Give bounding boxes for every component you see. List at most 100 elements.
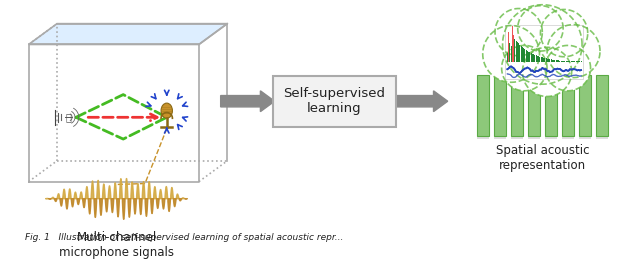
Bar — [548, 59, 549, 62]
Bar — [579, 135, 591, 139]
Bar — [477, 135, 489, 139]
Bar — [563, 61, 564, 62]
Bar — [578, 61, 579, 62]
Bar — [573, 61, 574, 62]
Bar — [571, 61, 572, 62]
Bar — [493, 135, 506, 139]
Bar — [558, 61, 559, 62]
Bar — [577, 61, 578, 62]
Bar — [564, 61, 565, 62]
Circle shape — [502, 5, 582, 84]
Bar — [513, 35, 514, 62]
Bar — [550, 59, 552, 62]
Bar — [509, 43, 510, 62]
Bar — [556, 60, 557, 62]
Circle shape — [495, 8, 542, 56]
Bar — [574, 61, 575, 62]
Bar — [567, 61, 568, 62]
FancyBboxPatch shape — [527, 75, 540, 136]
Bar — [517, 42, 518, 62]
Bar — [537, 56, 538, 62]
Bar — [548, 59, 549, 62]
Bar — [574, 61, 575, 62]
Bar — [558, 61, 559, 62]
Bar — [527, 51, 528, 62]
Bar — [552, 59, 553, 62]
Bar — [579, 61, 580, 62]
Bar — [564, 61, 565, 62]
Bar — [527, 51, 528, 62]
Bar — [572, 61, 573, 62]
Bar — [556, 60, 557, 62]
Bar — [538, 56, 539, 62]
Bar — [529, 52, 531, 62]
Bar — [559, 61, 560, 62]
Bar — [512, 26, 513, 62]
Text: ꩜: ꩜ — [65, 112, 71, 122]
Bar — [553, 60, 554, 62]
Bar — [573, 61, 574, 62]
Bar — [553, 60, 554, 62]
Bar — [545, 135, 557, 139]
Circle shape — [540, 9, 588, 57]
Bar — [524, 49, 525, 62]
Bar — [571, 61, 572, 62]
Bar — [527, 135, 540, 139]
Bar — [520, 46, 522, 62]
Bar — [563, 61, 564, 62]
Bar — [549, 59, 550, 62]
Bar — [572, 61, 573, 62]
Circle shape — [518, 6, 563, 51]
Bar — [568, 61, 569, 62]
Bar — [567, 61, 568, 62]
Bar — [528, 52, 529, 62]
Bar — [507, 53, 508, 62]
Bar — [568, 61, 569, 62]
Bar — [522, 47, 523, 62]
Bar — [534, 55, 535, 62]
Polygon shape — [29, 24, 227, 45]
Bar — [547, 59, 548, 62]
FancyBboxPatch shape — [477, 75, 489, 136]
FancyBboxPatch shape — [579, 75, 591, 136]
Bar — [506, 25, 583, 79]
Bar — [533, 54, 534, 62]
Circle shape — [483, 25, 540, 82]
Bar — [524, 49, 525, 62]
Circle shape — [502, 45, 547, 91]
Bar — [517, 42, 518, 62]
FancyBboxPatch shape — [273, 76, 396, 127]
FancyBboxPatch shape — [545, 75, 557, 136]
Circle shape — [547, 25, 600, 78]
Text: Self-supervised
learning: Self-supervised learning — [283, 87, 385, 115]
Bar — [525, 50, 527, 62]
Bar — [525, 50, 527, 62]
Bar — [549, 59, 550, 62]
FancyBboxPatch shape — [511, 75, 523, 136]
Bar — [554, 60, 556, 62]
Bar — [543, 58, 544, 62]
Bar — [557, 60, 558, 62]
Bar — [518, 43, 519, 62]
Bar — [542, 57, 543, 62]
Bar — [507, 53, 508, 62]
Bar — [522, 47, 523, 62]
Bar — [508, 32, 509, 62]
FancyBboxPatch shape — [562, 75, 574, 136]
Bar — [552, 59, 553, 62]
Bar — [557, 60, 558, 62]
Bar — [575, 61, 577, 62]
Bar — [520, 46, 522, 62]
Circle shape — [522, 47, 572, 96]
Bar — [529, 52, 531, 62]
Bar — [523, 48, 524, 62]
Bar — [596, 135, 608, 139]
FancyBboxPatch shape — [493, 75, 506, 136]
Bar — [554, 60, 556, 62]
Bar — [547, 59, 548, 62]
Bar — [508, 32, 509, 62]
Bar — [534, 55, 535, 62]
Bar — [531, 53, 532, 62]
Bar — [538, 56, 539, 62]
Bar — [580, 61, 582, 62]
